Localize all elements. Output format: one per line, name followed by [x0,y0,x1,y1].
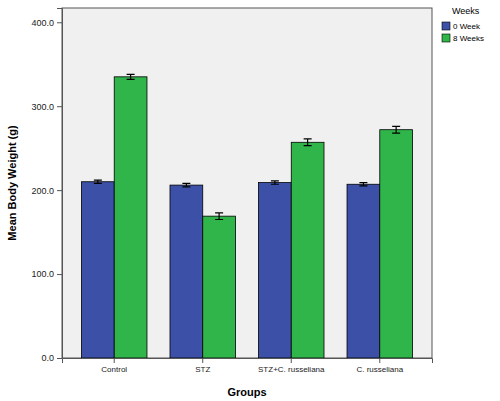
x-tick-mark [379,358,380,363]
x-tick: C. russeliana [356,358,403,374]
x-tick-mark [202,358,203,363]
bar [347,184,380,358]
error-bar [215,213,223,220]
y-tick: 100.0 [31,269,62,279]
error-bar [304,139,312,146]
y-tick-mark [57,22,62,23]
bar [291,142,324,358]
x-tick-label: STZ+C. russeliana [258,365,325,374]
y-tick-label: 200.0 [31,186,54,196]
y-tick-label: 400.0 [31,18,54,28]
y-tick: 300.0 [31,102,62,112]
y-tick-mark [57,274,62,275]
y-tick-label: 0.0 [41,353,54,363]
legend: Weeks 0 Week 8 Weeks [442,6,484,43]
chart: 0.0 100.0 200.0 300.0 400.0 Control STZ STZ+C. … [0,0,500,401]
bar [203,216,236,358]
y-tick: 0.0 [41,353,62,363]
x-tick-mark [114,358,115,363]
error-bar [359,183,367,186]
x-tick-label: STZ [195,365,210,374]
y-tick-mark [57,190,62,191]
x-axis-line [63,359,433,364]
error-bar [271,181,279,184]
error-bar [182,183,190,186]
x-tick: STZ [195,358,210,374]
y-tick: 200.0 [31,186,62,196]
bars [81,74,412,358]
series [114,74,412,358]
x-axis-title: Groups [227,386,266,398]
y-tick-mark [57,106,62,107]
error-bar [127,74,135,79]
y-tick: 400.0 [31,18,62,28]
legend-label: 0 Week [453,22,481,31]
y-axis: 0.0 100.0 200.0 300.0 400.0 [31,9,62,364]
y-tick-mark [57,358,62,359]
legend-swatch [442,34,450,42]
legend-swatch [442,22,450,30]
y-axis-line [57,9,63,359]
x-tick-mark [291,358,292,363]
bar [380,130,413,358]
legend-label: 8 Weeks [453,34,484,43]
error-bar [94,180,102,183]
y-tick-label: 100.0 [31,269,54,279]
x-axis: Control STZ STZ+C. russeliana C. russeliana [63,358,433,374]
plot-frame [62,8,432,358]
y-axis-title: Mean Body Weight (g) [6,125,18,241]
y-tick-label: 300.0 [31,102,54,112]
x-tick-label: Control [101,365,127,374]
x-tick-label: C. russeliana [356,365,403,374]
x-tick: Control [101,358,127,374]
error-bar [392,126,400,133]
legend-title: Weeks [452,6,480,16]
bar [170,185,203,358]
bar [259,183,292,358]
bar [81,182,114,358]
x-tick: STZ+C. russeliana [258,358,325,374]
bar [114,77,147,358]
